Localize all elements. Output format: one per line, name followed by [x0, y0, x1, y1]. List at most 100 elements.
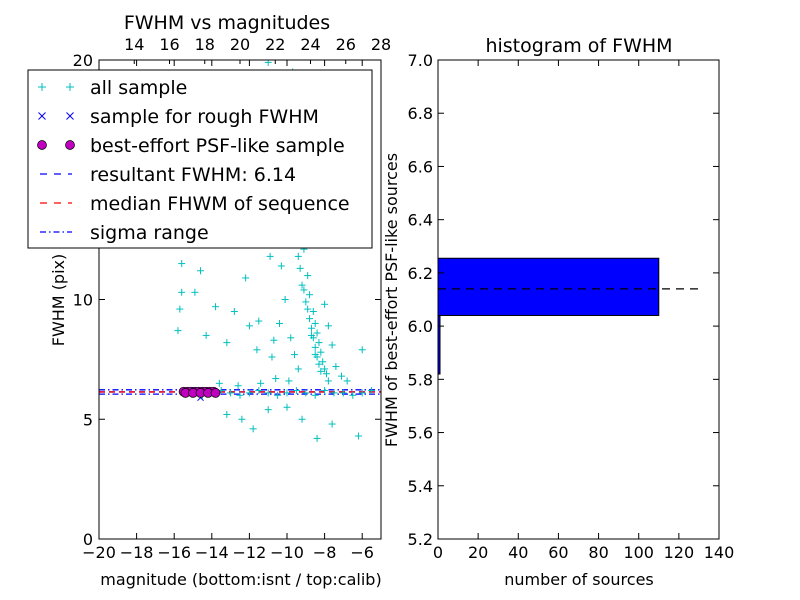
all-sample-point: [294, 365, 302, 373]
all-sample-point: [292, 387, 300, 395]
scatter-y-axis-label: FWHM (pix): [49, 254, 68, 347]
all-sample-point: [281, 296, 289, 303]
legend-entry: all sample: [38, 77, 187, 99]
all-sample-point: [176, 305, 184, 313]
all-sample-point: [296, 264, 304, 272]
scatter-x-tick-label: −6: [350, 543, 374, 562]
all-sample-point: [338, 372, 346, 380]
all-sample-point: [236, 391, 244, 399]
all-sample-point: [317, 367, 325, 375]
scatter-chart-title: FWHM vs magnitudes: [124, 12, 330, 34]
histogram-y-ticks: 5.2 5.4 5.6 5.8 6.0 6.2 6.4 6.6 6.8 7.0: [408, 51, 719, 549]
all-sample-point: [328, 420, 336, 428]
all-sample-point: [321, 365, 329, 373]
all-sample-point: [223, 339, 231, 347]
all-sample-point: [300, 286, 308, 294]
all-sample-point: [315, 339, 323, 347]
all-sample-point: [343, 377, 351, 385]
all-sample-point: [349, 391, 357, 399]
histogram-bar: [437, 257, 660, 316]
all-sample-point: [339, 389, 347, 397]
all-sample-point: [275, 319, 283, 327]
all-sample-point: [245, 389, 253, 397]
all-sample-point: [298, 415, 306, 423]
all-sample-point: [298, 281, 306, 289]
all-sample-point: [264, 406, 272, 414]
all-sample-point: [245, 322, 253, 330]
all-sample-point: [307, 331, 315, 339]
histogram-x-axis-label: number of sources: [504, 570, 654, 589]
legend-entry: resultant FWHM: 6.14: [40, 164, 296, 186]
all-sample-point: [287, 334, 295, 342]
histogram-axes-frame: [437, 59, 720, 540]
legend-label: sigma range: [90, 222, 209, 244]
legend-label: median FHWM of sequence: [90, 193, 350, 215]
all-sample-point: [212, 303, 220, 311]
histogram-x-tick-label: 100: [623, 543, 654, 562]
all-sample-point: [223, 410, 231, 418]
histogram-x-tick-label: 140: [704, 543, 735, 562]
all-sample-point: [178, 288, 186, 296]
scatter-x-ticks: −20 −18 −16 −14 −12 −10 −8 −6: [82, 60, 374, 562]
all-sample-point: [304, 272, 312, 280]
histogram-y-tick-label: 6.2: [408, 264, 433, 283]
all-sample-point: [174, 327, 182, 335]
scatter-top-tick-label: 18: [195, 35, 215, 54]
scatter-y-tick-label: 20: [73, 51, 93, 70]
scatter-top-tick-label: 24: [300, 35, 320, 54]
all-sample-point: [358, 346, 366, 354]
histogram-chart-title: histogram of FWHM: [485, 35, 672, 57]
histogram-x-tick-label: 40: [508, 543, 528, 562]
all-sample-point: [230, 307, 238, 315]
all-sample-point: [274, 391, 282, 399]
all-sample-point: [242, 274, 250, 282]
all-sample-point: [253, 346, 261, 354]
all-sample-point: [328, 341, 336, 349]
all-sample-point: [178, 260, 186, 268]
all-sample-point: [197, 267, 205, 275]
legend-entries: all sample sample for rough FWHM best-effo…: [37, 77, 350, 244]
scatter-x-axis-label: magnitude (bottom:isnt / top:calib): [100, 570, 381, 589]
legend-entry: sigma range: [40, 222, 209, 244]
all-sample-point: [315, 360, 323, 368]
all-sample-point: [191, 288, 199, 296]
all-sample-point: [238, 415, 246, 423]
histogram-y-tick-label: 5.6: [408, 424, 433, 443]
histogram-y-tick-label: 6.4: [408, 211, 433, 230]
scatter-x-tick-label: −8: [313, 543, 337, 562]
all-sample-point: [302, 389, 310, 397]
all-sample-point: [319, 358, 327, 366]
all-sample-point: [283, 403, 291, 411]
scatter-marks: [99, 60, 381, 442]
scatter-x-tick-label: −18: [120, 543, 154, 562]
legend-label: sample for rough FWHM: [90, 106, 319, 128]
legend-label: best-effort PSF-like sample: [90, 135, 345, 157]
all-sample-point: [322, 370, 330, 378]
histogram-x-tick-label: 60: [548, 543, 568, 562]
histogram-x-tick-label: 20: [468, 543, 488, 562]
histogram-y-tick-label: 5.4: [408, 477, 433, 496]
all-sample-point: [202, 331, 210, 339]
scatter-top-tick-label: 20: [230, 35, 250, 54]
legend-entry: sample for rough FWHM: [38, 106, 319, 128]
all-sample-point: [306, 291, 314, 299]
all-sample-point: [311, 319, 319, 327]
all-sample-point: [268, 353, 276, 361]
all-sample-point: [332, 363, 340, 371]
histogram-y-axis-label: FWHM of best-effort PSF-like sources: [382, 153, 401, 447]
histogram-x-tick-label: 80: [588, 543, 608, 562]
all-sample-point: [324, 322, 332, 330]
histogram-x-tick-label: 120: [664, 543, 695, 562]
all-sample-point: [309, 307, 317, 315]
all-sample-point: [227, 389, 235, 397]
all-sample-point: [215, 379, 223, 387]
scatter-top-ticks: 14 16 18 20 22 24 26 28: [124, 35, 391, 64]
legend-box: [27, 69, 373, 249]
legend-label: resultant FWHM: 6.14: [90, 164, 296, 186]
all-sample-point: [249, 425, 257, 433]
scatter-legend: all sample sample for rough FWHM best-effo…: [27, 69, 373, 249]
all-sample-point: [304, 305, 312, 313]
all-sample-point: [270, 336, 278, 344]
all-sample-point: [285, 377, 293, 385]
all-sample-point: [368, 387, 376, 395]
